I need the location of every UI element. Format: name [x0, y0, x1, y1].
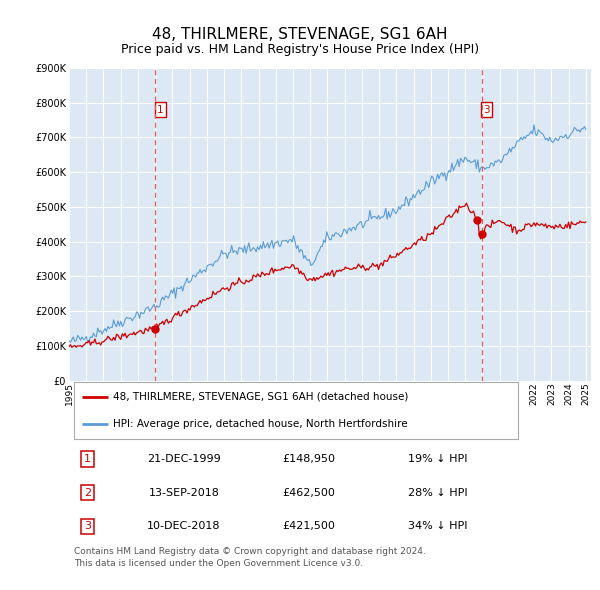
Text: 13-SEP-2018: 13-SEP-2018	[148, 487, 219, 497]
Text: Price paid vs. HM Land Registry's House Price Index (HPI): Price paid vs. HM Land Registry's House …	[121, 43, 479, 56]
Text: £148,950: £148,950	[283, 454, 335, 464]
Text: 19% ↓ HPI: 19% ↓ HPI	[409, 454, 468, 464]
Text: 3: 3	[84, 522, 91, 532]
Text: 1: 1	[84, 454, 91, 464]
Text: 3: 3	[484, 104, 490, 114]
FancyBboxPatch shape	[74, 382, 518, 439]
Text: 21-DEC-1999: 21-DEC-1999	[147, 454, 221, 464]
Text: 48, THIRLMERE, STEVENAGE, SG1 6AH (detached house): 48, THIRLMERE, STEVENAGE, SG1 6AH (detac…	[113, 392, 409, 402]
Text: HPI: Average price, detached house, North Hertfordshire: HPI: Average price, detached house, Nort…	[113, 419, 408, 429]
Text: £462,500: £462,500	[283, 487, 335, 497]
Text: 1: 1	[157, 104, 163, 114]
Text: 48, THIRLMERE, STEVENAGE, SG1 6AH: 48, THIRLMERE, STEVENAGE, SG1 6AH	[152, 27, 448, 41]
Text: 34% ↓ HPI: 34% ↓ HPI	[409, 522, 468, 532]
Text: 2: 2	[84, 487, 91, 497]
Text: 10-DEC-2018: 10-DEC-2018	[147, 522, 221, 532]
Text: £421,500: £421,500	[283, 522, 335, 532]
Text: Contains HM Land Registry data © Crown copyright and database right 2024.
This d: Contains HM Land Registry data © Crown c…	[74, 547, 426, 568]
Text: 28% ↓ HPI: 28% ↓ HPI	[409, 487, 468, 497]
